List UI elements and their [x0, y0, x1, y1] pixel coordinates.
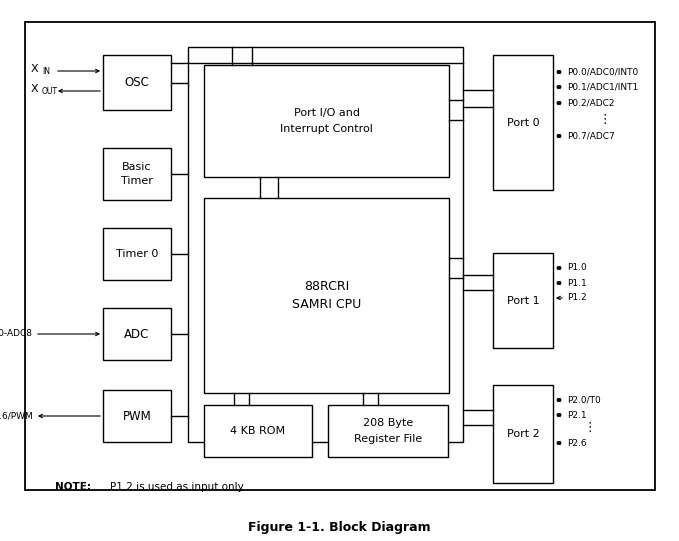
Bar: [493, 385, 553, 483]
Text: IN: IN: [42, 68, 50, 76]
Text: PWM: PWM: [123, 410, 151, 423]
Text: OSC: OSC: [124, 76, 149, 89]
Text: Port 0: Port 0: [507, 117, 539, 128]
Text: P1.1: P1.1: [567, 279, 587, 287]
Text: P0.1/ADC1/INT1: P0.1/ADC1/INT1: [567, 82, 638, 91]
Text: Interrupt Control: Interrupt Control: [280, 124, 373, 134]
Text: P1.2: P1.2: [567, 294, 587, 302]
Text: P2.6: P2.6: [567, 439, 587, 447]
Text: ⋮: ⋮: [584, 421, 596, 434]
Bar: [493, 55, 553, 190]
Text: P0.7/ADC7: P0.7/ADC7: [567, 131, 614, 141]
Bar: [103, 390, 171, 442]
Bar: [204, 65, 449, 177]
Bar: [103, 148, 171, 200]
Text: P1.2 is used as input only: P1.2 is used as input only: [110, 482, 244, 492]
Text: X: X: [31, 64, 38, 74]
Text: P2.0/T0: P2.0/T0: [567, 395, 601, 405]
Bar: [204, 198, 449, 393]
Text: ADC0-ADC8: ADC0-ADC8: [0, 329, 33, 339]
Text: Timer 0: Timer 0: [116, 249, 158, 259]
Text: Port I/O and: Port I/O and: [293, 108, 359, 118]
Text: Register File: Register File: [354, 434, 422, 444]
Text: P0.6/PWM: P0.6/PWM: [0, 412, 33, 420]
Bar: [493, 253, 553, 348]
Text: NOTE:: NOTE:: [55, 482, 91, 492]
Bar: [103, 55, 171, 110]
Text: 88RCRI: 88RCRI: [304, 280, 349, 293]
Text: Basic: Basic: [122, 162, 151, 172]
Text: 4 KB ROM: 4 KB ROM: [230, 426, 286, 436]
Text: ADC: ADC: [124, 327, 149, 340]
Text: Port 1: Port 1: [507, 295, 539, 306]
Text: Timer: Timer: [121, 176, 153, 186]
Bar: [204, 405, 312, 457]
Text: X: X: [31, 84, 38, 94]
Text: 208 Byte: 208 Byte: [363, 418, 413, 428]
Text: Port 2: Port 2: [507, 429, 539, 439]
Text: ⋮: ⋮: [599, 113, 611, 126]
Text: SAMRI CPU: SAMRI CPU: [292, 298, 361, 311]
Bar: [103, 308, 171, 360]
Text: OUT: OUT: [42, 88, 58, 96]
Text: Figure 1-1. Block Diagram: Figure 1-1. Block Diagram: [249, 520, 430, 533]
Text: P0.2/ADC2: P0.2/ADC2: [567, 98, 614, 108]
Text: P2.1: P2.1: [567, 411, 587, 419]
Text: P0.0/ADC0/INT0: P0.0/ADC0/INT0: [567, 68, 638, 76]
Bar: [103, 228, 171, 280]
Bar: [188, 47, 463, 442]
Text: P1.0: P1.0: [567, 263, 587, 273]
Bar: [328, 405, 448, 457]
Bar: [25, 22, 655, 490]
